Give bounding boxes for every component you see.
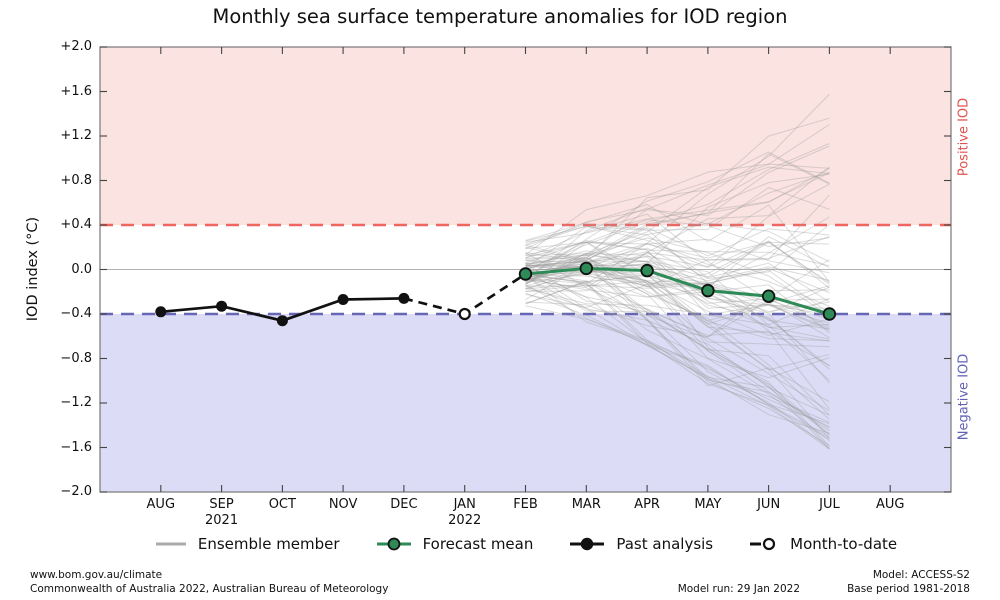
x-tick-label: AUG bbox=[875, 497, 905, 512]
x-tick-label: FEB bbox=[513, 497, 538, 512]
footer-attribution: www.bom.gov.au/climate Commonwealth of A… bbox=[30, 569, 388, 596]
legend-label: Past analysis bbox=[616, 535, 714, 553]
x-year-label: 2022 bbox=[448, 513, 482, 528]
legend-item-ensemble: Ensemble member bbox=[155, 535, 340, 553]
legend-label: Ensemble member bbox=[197, 535, 340, 553]
y-tick-label: −1.6 bbox=[60, 439, 92, 455]
past-analysis-icon bbox=[570, 537, 605, 551]
x-year-label: 2021 bbox=[205, 513, 239, 528]
y-tick-label: +2.0 bbox=[60, 39, 92, 54]
x-tick-label: APR bbox=[634, 497, 660, 512]
x-tick-label: JUL bbox=[819, 497, 840, 512]
legend-label: Forecast mean bbox=[422, 535, 534, 553]
y-tick-label: +0.8 bbox=[60, 172, 92, 188]
x-tick-label: SEP bbox=[209, 497, 234, 512]
axis-ticks bbox=[100, 46, 951, 493]
past-analysis-markers bbox=[155, 292, 410, 327]
legend-item-past-analysis: Past analysis bbox=[569, 535, 713, 553]
x-tick-label: MAY bbox=[694, 497, 722, 512]
y-tick-label: 0.0 bbox=[71, 261, 92, 277]
legend-label: Month-to-date bbox=[790, 535, 898, 553]
legend: Ensemble member Forecast mean Past analy… bbox=[0, 535, 1000, 553]
x-tick-label: NOV bbox=[328, 497, 358, 512]
y-tick-label: −1.2 bbox=[60, 395, 92, 410]
footer-model: Model: ACCESS-S2 bbox=[872, 569, 970, 581]
legend-item-forecast-mean: Forecast mean bbox=[376, 535, 534, 553]
month-to-date-marker bbox=[458, 307, 471, 321]
positive-iod-band bbox=[100, 47, 951, 225]
forecast-mean-icon bbox=[376, 537, 411, 551]
x-tick-label: JAN bbox=[453, 497, 476, 512]
x-tick-label: MAR bbox=[571, 497, 601, 512]
y-tick-label: −0.4 bbox=[60, 306, 92, 321]
x-tick-label: OCT bbox=[268, 497, 296, 512]
y-tick-label: +1.2 bbox=[60, 128, 92, 143]
footer-copyright: Commonwealth of Australia 2022, Australi… bbox=[30, 582, 389, 595]
footer-website: www.bom.gov.au/climate bbox=[30, 569, 163, 581]
legend-item-month-to-date: Month-to-date bbox=[749, 535, 897, 553]
negative-iod-band bbox=[100, 314, 951, 492]
footer-base-period: Base period 1981-2018 bbox=[847, 582, 970, 595]
month-to-date-icon bbox=[750, 537, 776, 551]
x-tick-label: AUG bbox=[146, 497, 176, 512]
x-tick-label: DEC bbox=[390, 497, 418, 512]
y-tick-label: +1.6 bbox=[60, 83, 92, 99]
footer-model-run: Model run: 29 Jan 2022 bbox=[677, 582, 800, 595]
ensemble-line-icon bbox=[155, 542, 186, 546]
forecast-mean-line bbox=[525, 266, 830, 316]
y-tick-label: −2.0 bbox=[60, 484, 92, 499]
forecast-mean-markers bbox=[518, 261, 837, 321]
footer-model-info: Model: ACCESS-S2 Base period 1981-2018 bbox=[847, 569, 970, 596]
chart-title: Monthly sea surface temperature anomalie… bbox=[212, 5, 788, 28]
y-tick-label: −0.8 bbox=[60, 350, 92, 366]
y-tick-label: +0.4 bbox=[60, 217, 92, 232]
x-tick-label: JUN bbox=[757, 497, 781, 512]
